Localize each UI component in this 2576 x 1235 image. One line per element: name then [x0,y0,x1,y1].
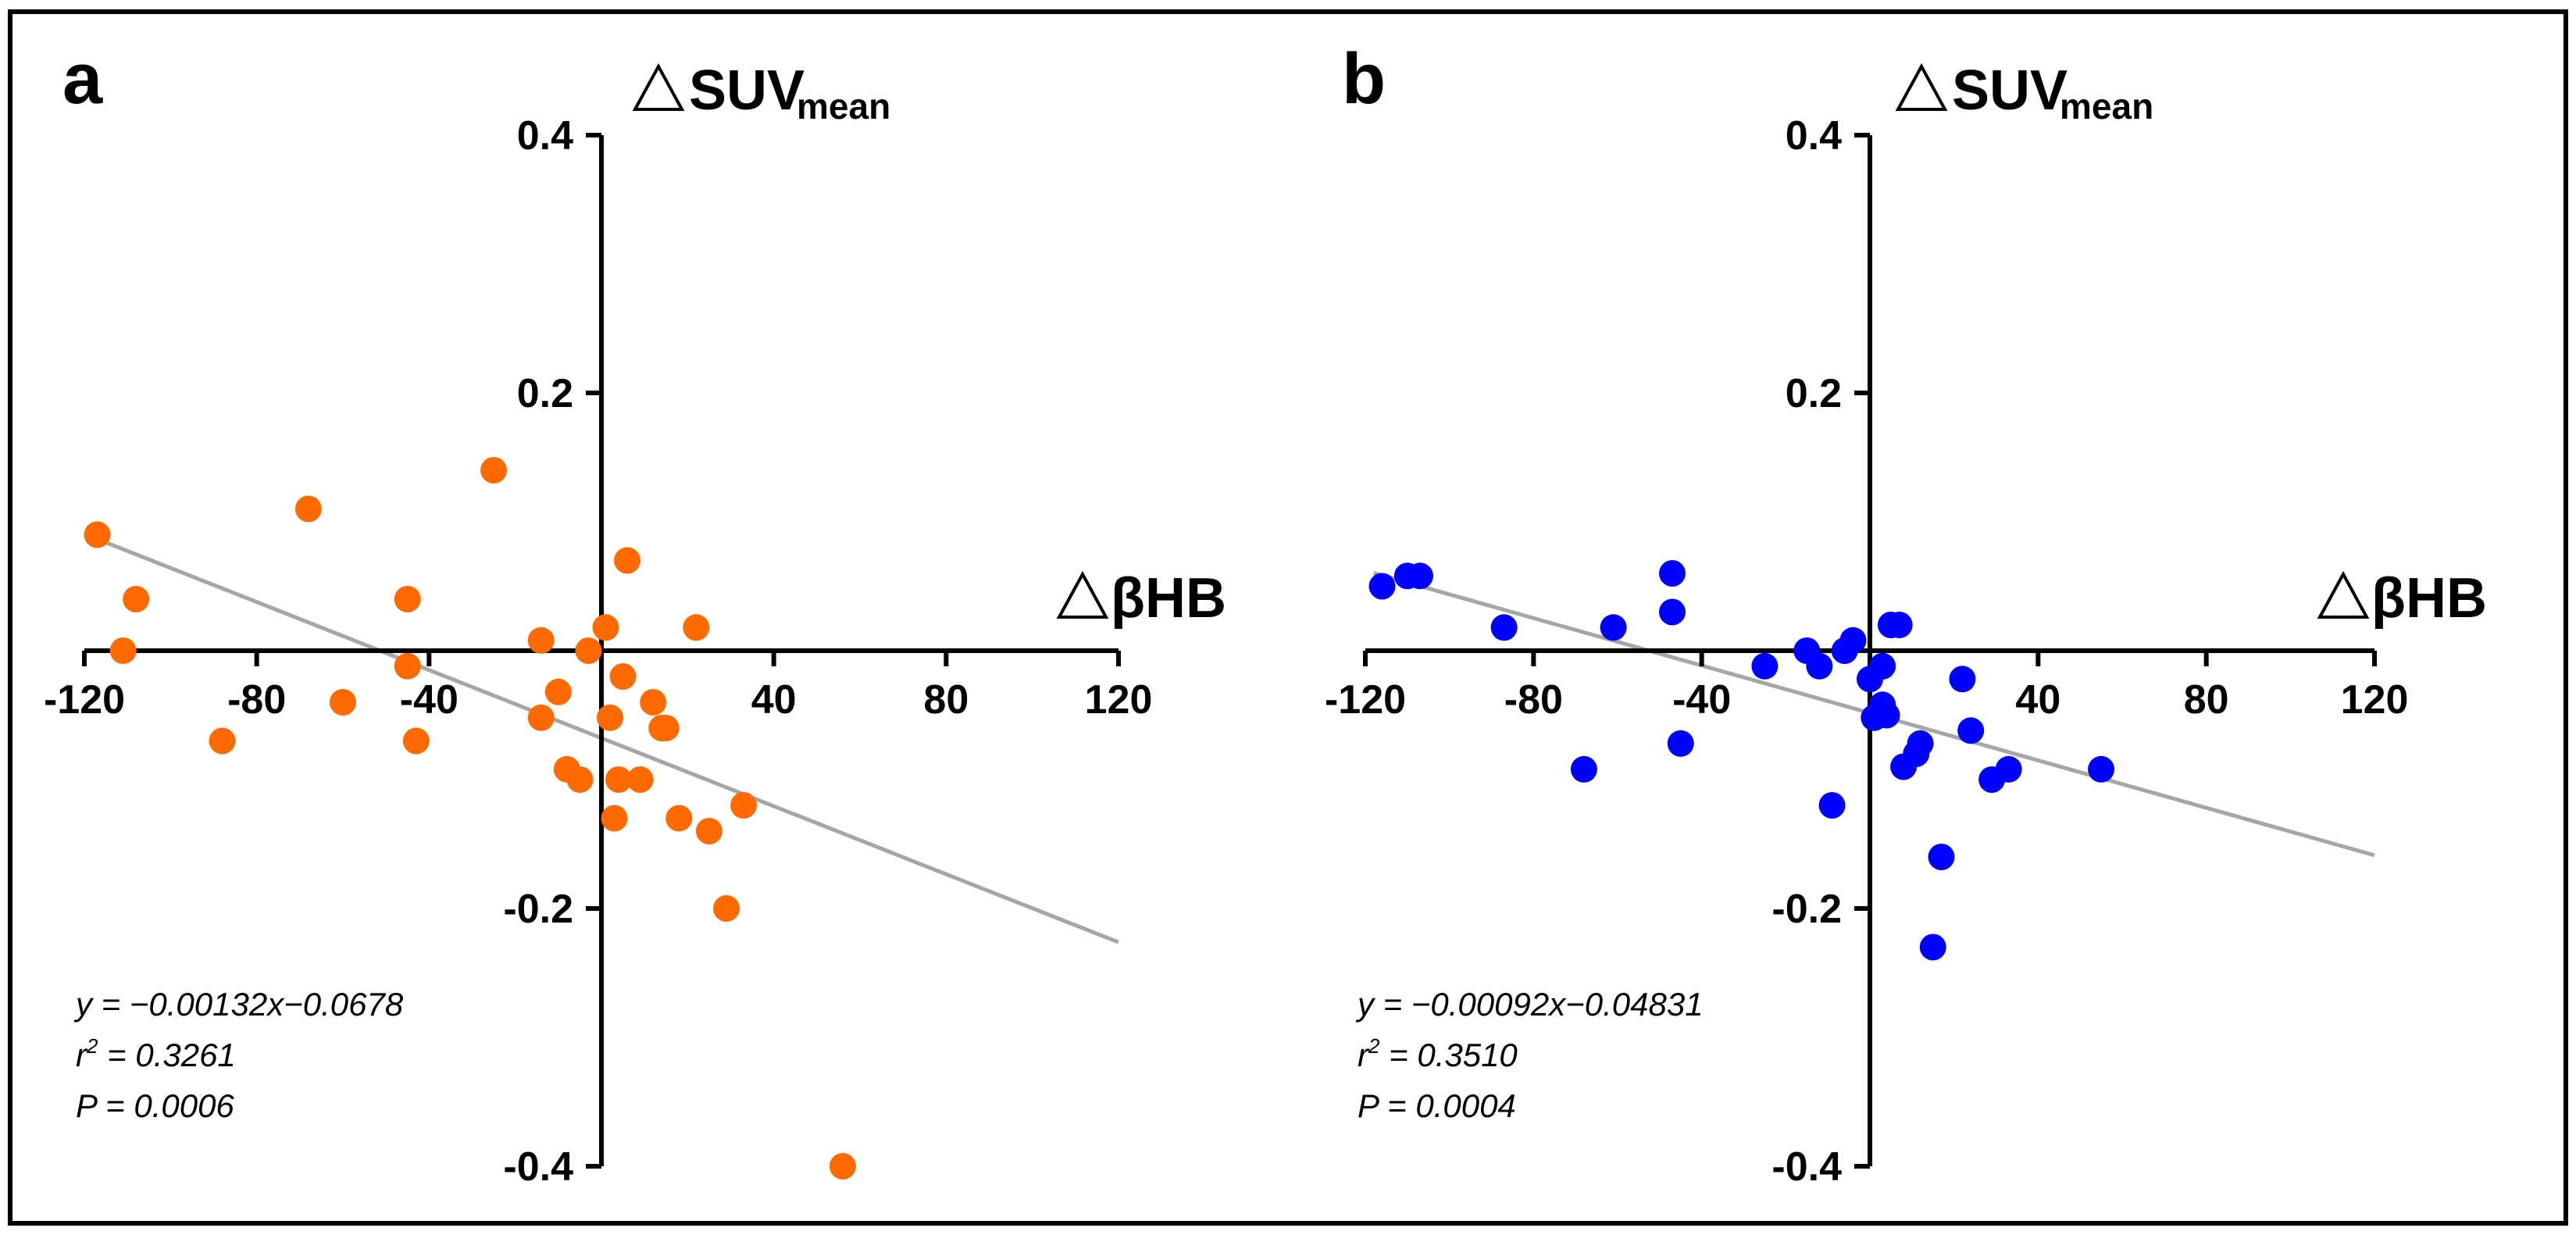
x-tick-label: 80 [2184,677,2229,723]
data-point [1407,562,1433,589]
y-tick-label: 0.2 [517,371,573,416]
data-point [1957,717,1984,744]
figure-border [10,12,2566,1223]
x-tick-label: 120 [2341,677,2409,723]
data-point [1907,730,1934,757]
data-point [123,586,149,612]
x-tick-label: -80 [1504,677,1563,723]
data-point [830,1153,856,1180]
y-tick-label: 0.2 [1786,371,1842,416]
data-point [1874,702,1900,729]
x-tick-label: -80 [227,677,286,723]
data-point [1659,599,1686,626]
data-point [730,792,757,819]
data-point [713,895,740,922]
panel-a-x-title-main: βHB [1111,567,1226,630]
data-point [480,457,507,484]
data-point [601,805,628,832]
x-tick-label: -40 [400,677,458,723]
panel-b-x-title-main: βHB [2371,567,2487,630]
panel-a-y-title-main: SUV [689,59,805,122]
data-point [653,715,680,741]
data-point [1600,614,1627,641]
panel-a-y-title-sub: mean [797,86,890,127]
data-point [593,614,619,641]
data-point [110,637,137,664]
data-point [295,496,322,523]
data-point [1996,756,2022,783]
data-point [683,614,709,641]
data-point [566,766,593,793]
data-point [614,548,640,574]
y-tick-label: -0.4 [503,1144,573,1190]
data-point [528,627,555,654]
x-tick-label: -120 [1325,677,1406,723]
panel-b-p-value: P = 0.0004 [1358,1087,1516,1124]
data-point [1668,730,1694,757]
y-tick-label: 0.4 [1786,113,1842,159]
data-point [1819,792,1846,819]
data-point [575,637,601,664]
data-point [1491,614,1518,641]
data-point [1949,666,1975,692]
data-point [627,766,654,793]
data-point [1369,573,1396,600]
data-point [1839,627,1866,654]
panel-a-letter: a [62,39,103,119]
x-tick-label: -40 [1672,677,1731,723]
data-point [696,818,722,844]
panel-a-r-squared: r2 = 0.3261 [76,1034,236,1073]
x-tick-label: 40 [2015,677,2060,723]
panel-b-letter: b [1342,39,1386,119]
panel-b-regression-equation: y = −0.00092x−0.04831 [1355,986,1704,1023]
data-point [1659,560,1686,587]
data-point [394,653,421,680]
data-point [1571,756,1597,783]
data-point [1920,934,1946,961]
data-point [640,689,666,716]
y-tick-label: 0.4 [517,113,573,159]
data-point [1869,653,1896,680]
x-tick-label: 40 [751,677,797,723]
data-point [545,679,572,705]
data-point [1886,612,1913,638]
data-point [610,663,637,690]
panel-b-y-title-sub: mean [2060,86,2153,127]
x-tick-label: 120 [1085,677,1153,723]
data-point [209,728,236,755]
data-point [1806,653,1832,680]
data-point [84,522,111,548]
panel-a-regression-equation: y = −0.00132x−0.0678 [73,986,404,1023]
y-tick-label: -0.4 [1771,1144,1842,1190]
panel-b-r-squared: r2 = 0.3510 [1358,1034,1518,1073]
data-point [597,705,623,731]
data-point [403,728,430,755]
data-point [394,586,421,612]
data-point [330,689,356,716]
y-tick-label: -0.2 [503,887,573,932]
y-tick-label: -0.2 [1771,887,1842,932]
data-point [1928,844,1955,870]
panel-a-p-value: P = 0.0006 [76,1087,234,1124]
data-point [1751,653,1778,680]
data-point [665,805,692,832]
data-point [528,705,555,731]
figure: a SUV mean βHB -120 -80 -40 40 80 120 -0.4 -0.2… [0,0,2576,1235]
x-tick-label: 80 [923,677,969,723]
panel-b-y-title-main: SUV [1952,59,2068,122]
data-point [2088,756,2114,783]
x-tick-label: -120 [44,677,125,723]
